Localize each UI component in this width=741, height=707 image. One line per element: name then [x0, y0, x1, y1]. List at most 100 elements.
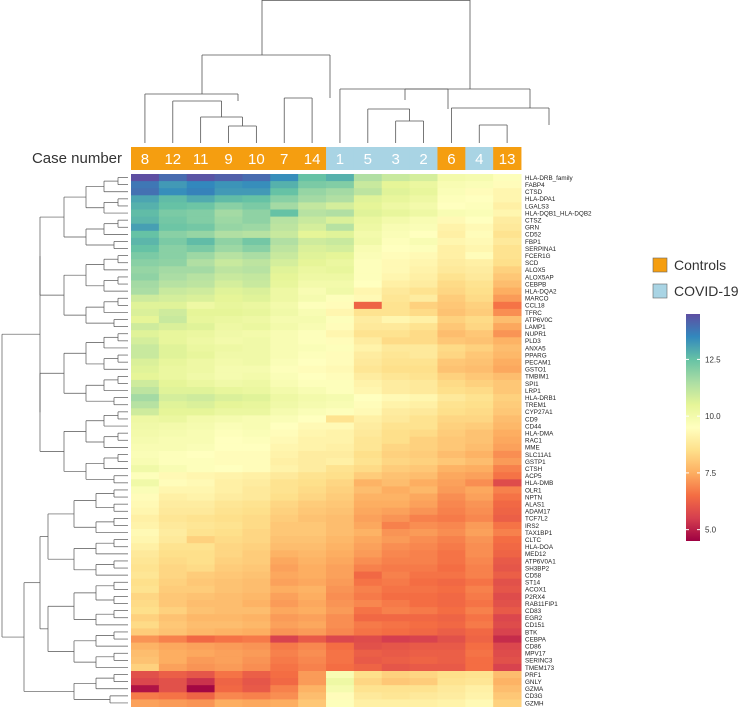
heatmap-cell [437, 585, 466, 594]
heatmap-cell [298, 465, 327, 473]
heatmap-cell [381, 379, 411, 388]
heatmap-cell [270, 642, 299, 651]
heatmap-cell [270, 592, 299, 601]
heatmap-cell [465, 600, 494, 608]
heatmap-cell [186, 592, 216, 601]
heatmap-cell [242, 308, 271, 317]
heatmap-cell [353, 458, 383, 466]
heatmap-cell [353, 472, 383, 480]
heatmap-cell [186, 351, 216, 360]
heatmap-cell [381, 209, 411, 218]
heatmap-cell [326, 351, 355, 360]
heatmap-cell [465, 401, 494, 409]
heatmap-cell [298, 379, 327, 388]
heatmap-cell [270, 230, 299, 239]
heatmap-cell [242, 323, 271, 331]
heatmap-cell [409, 607, 438, 615]
row-label: HLA-DQA2 [525, 289, 557, 296]
heatmap-cell [465, 685, 494, 693]
heatmap-cell [381, 607, 411, 615]
heatmap-cell [298, 422, 327, 431]
heatmap-cell [326, 323, 355, 331]
heatmap-cell [242, 514, 271, 523]
heatmap-cell [214, 507, 243, 516]
heatmap-cell [298, 521, 327, 530]
heatmap-cell [326, 656, 355, 665]
heatmap-cell [437, 600, 466, 608]
heatmap-cell [437, 564, 466, 573]
heatmap-cell [437, 614, 466, 622]
heatmap-cell [465, 245, 494, 253]
heatmap-cell [493, 663, 522, 672]
heatmap-cell [326, 614, 355, 622]
row-label: PECAM1 [525, 360, 551, 367]
heatmap-cell [353, 195, 383, 203]
heatmap-cell [493, 443, 522, 452]
heatmap-cell [353, 500, 383, 509]
heatmap-cell [465, 181, 494, 189]
column-header-cell [186, 147, 215, 170]
heatmap-cell [214, 578, 243, 587]
heatmap-cell [409, 422, 438, 431]
heatmap-cell [270, 514, 299, 523]
heatmap-cell [353, 287, 383, 296]
heatmap-cell [214, 585, 243, 594]
column-label: 12 [164, 151, 181, 168]
heatmap-cell [353, 301, 383, 310]
heatmap-cell [381, 514, 411, 523]
heatmap-cell [437, 379, 466, 388]
heatmap-cell [326, 259, 355, 267]
heatmap-cell [270, 635, 299, 644]
heatmap-cell [326, 493, 355, 502]
heatmap-cell [409, 287, 438, 296]
heatmap-cell [409, 656, 438, 665]
column-dendrogram [144, 0, 550, 143]
heatmap-cell [298, 230, 327, 239]
heatmap-cell [493, 280, 522, 289]
heatmap-cell [131, 294, 160, 303]
heatmap-cell [353, 486, 383, 494]
row-label: CD52 [525, 232, 542, 239]
heatmap-cell [131, 600, 160, 608]
heatmap-cell [493, 521, 522, 530]
heatmap-cell [131, 465, 160, 473]
heatmap-cell [214, 223, 243, 232]
case-number-label: Case number [32, 150, 122, 167]
heatmap-cell [270, 628, 299, 636]
heatmap-cell [242, 543, 271, 551]
heatmap-cell [158, 209, 188, 218]
heatmap-cell [437, 486, 466, 494]
row-label: ADAM17 [525, 509, 551, 516]
heatmap-cell [242, 394, 271, 402]
heatmap-cell [465, 564, 494, 573]
heatmap-cell [353, 408, 383, 416]
heatmap-cell [186, 557, 216, 565]
heatmap-cell [298, 663, 327, 672]
row-label: SPI1 [525, 381, 539, 388]
heatmap-cell [186, 237, 216, 246]
heatmap-cell [242, 600, 271, 608]
heatmap-cell [242, 529, 271, 537]
heatmap-cell [158, 323, 188, 331]
heatmap-cell [493, 479, 522, 487]
heatmap-cell [131, 337, 160, 345]
heatmap-cell [465, 493, 494, 502]
heatmap-cell [158, 628, 188, 636]
heatmap-cell [437, 592, 466, 601]
column-label: 7 [280, 151, 288, 168]
heatmap-cell [353, 223, 383, 232]
heatmap-cell [493, 571, 522, 580]
heatmap-cell [326, 372, 355, 381]
heatmap-cell [326, 621, 355, 629]
heatmap-cell [214, 245, 243, 253]
heatmap-cell [465, 557, 494, 565]
heatmap-cell [437, 550, 466, 558]
heatmap-cell [353, 443, 383, 452]
heatmap-cell [242, 273, 271, 281]
heatmap-cell [214, 401, 243, 409]
heatmap-cell [298, 699, 327, 707]
heatmap-cell [158, 415, 188, 423]
heatmap-cell [353, 266, 383, 274]
heatmap-cell [409, 529, 438, 537]
heatmap-cell [381, 557, 411, 565]
